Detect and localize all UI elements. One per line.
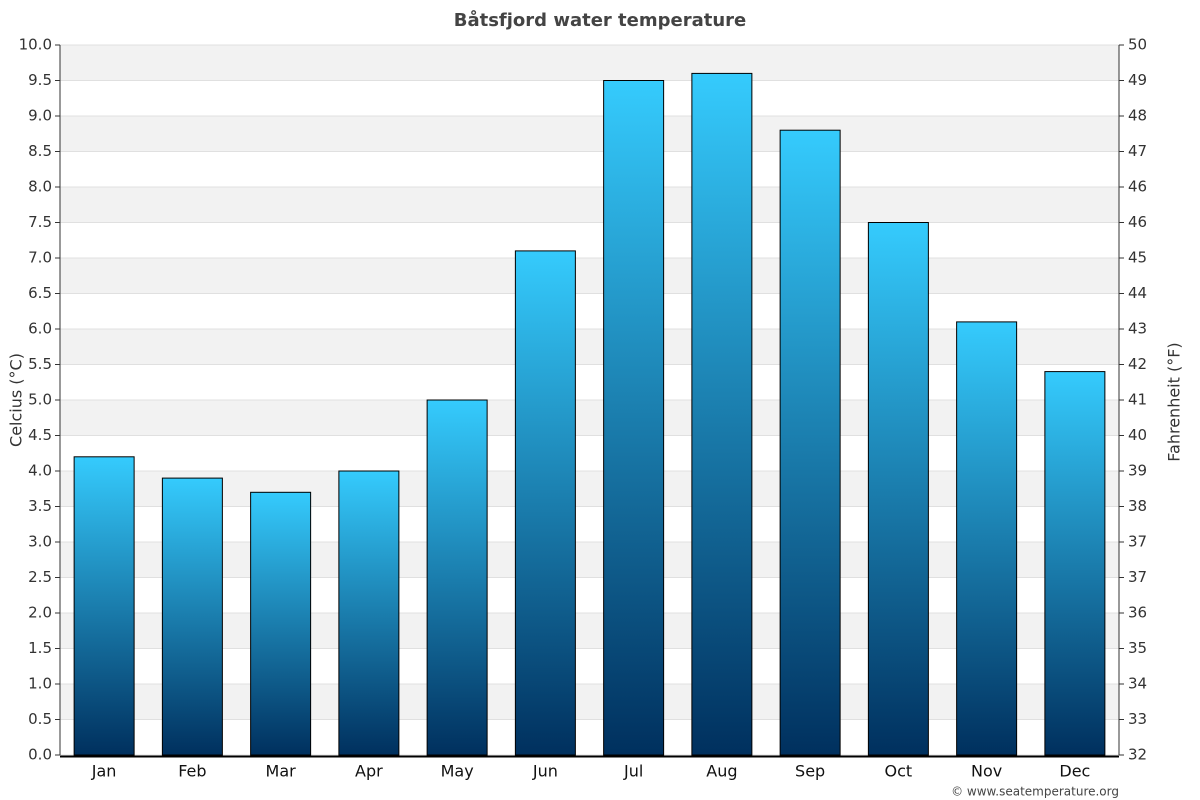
bar	[779, 129, 841, 756]
y-tick-label: 4.5	[28, 426, 52, 444]
grid-band	[60, 116, 1119, 152]
y-tick-label: 6.0	[28, 320, 52, 338]
y2-tick-label: 32	[1128, 746, 1147, 764]
y2-tick-label: 48	[1128, 107, 1147, 125]
x-tick-label: Dec	[1059, 762, 1090, 781]
y-tick-label: 0.0	[28, 746, 52, 764]
y2-tick-label: 44	[1128, 284, 1147, 302]
y-tick-label: 9.0	[28, 107, 52, 125]
footer: © www.seatemperature.org	[951, 785, 1119, 799]
y2-tick-label: 46	[1128, 178, 1147, 196]
grid-band	[60, 471, 1119, 507]
y-tick-label: 2.5	[28, 568, 52, 586]
bar	[956, 321, 1018, 756]
y2-tick-label: 49	[1128, 71, 1147, 89]
y-tick-label: 6.5	[28, 284, 52, 302]
x-tick-label: Oct	[885, 762, 913, 781]
x-tick-label: Jun	[532, 762, 558, 781]
y-tick-label: 7.0	[28, 249, 52, 267]
y2-tick-label: 33	[1128, 710, 1147, 728]
y-tick-label: 5.5	[28, 355, 52, 373]
y2-tick-label: 41	[1128, 391, 1147, 409]
bar	[603, 80, 665, 756]
y-tick-label: 3.5	[28, 497, 52, 515]
grid-band	[60, 613, 1119, 649]
bar	[161, 477, 223, 756]
y-tick-label: 10.0	[19, 36, 52, 54]
y2-tick-label: 47	[1128, 142, 1147, 160]
y2-tick-label: 37	[1128, 533, 1147, 551]
y-tick-label: 8.5	[28, 142, 52, 160]
y2-tick-label: 34	[1128, 675, 1147, 693]
bar	[867, 222, 929, 756]
x-tick-label: Apr	[355, 762, 383, 781]
bar	[73, 456, 135, 756]
x-tick-label: Aug	[706, 762, 737, 781]
y-tick-label: 2.0	[28, 604, 52, 622]
y-tick-label: 0.5	[28, 710, 52, 728]
grid-band	[60, 329, 1119, 365]
grid-band	[60, 542, 1119, 578]
y2-tick-label: 45	[1128, 249, 1147, 267]
y2-tick-label: 35	[1128, 639, 1147, 657]
bar	[1044, 371, 1106, 756]
bar	[691, 72, 753, 756]
x-tick-label: Jul	[623, 762, 643, 781]
y-tick-label: 7.5	[28, 213, 52, 231]
y2-tick-label: 37	[1128, 568, 1147, 586]
y-tick-label: 4.0	[28, 462, 52, 480]
x-tick-label: Jan	[91, 762, 117, 781]
y-axis-title: Celcius (°C)	[7, 353, 26, 447]
grid-band	[60, 187, 1119, 223]
y-tick-label: 5.0	[28, 391, 52, 409]
y-tick-label: 3.0	[28, 533, 52, 551]
y2-tick-label: 38	[1128, 497, 1147, 515]
y2-axis-title: Fahrenheit (°F)	[1165, 342, 1184, 461]
grid-band	[60, 45, 1119, 81]
bar	[250, 491, 312, 756]
x-tick-label: Sep	[795, 762, 825, 781]
y2-tick-label: 42	[1128, 355, 1147, 373]
x-tick-label: Feb	[178, 762, 206, 781]
y2-tick-label: 39	[1128, 462, 1147, 480]
x-tick-label: Nov	[971, 762, 1002, 781]
grid-band	[60, 400, 1119, 436]
y2-tick-label: 46	[1128, 213, 1147, 231]
y-tick-label: 1.0	[28, 675, 52, 693]
bar	[338, 470, 400, 756]
y2-tick-label: 36	[1128, 604, 1147, 622]
x-tick-label: Mar	[266, 762, 297, 781]
y-tick-label: 1.5	[28, 639, 52, 657]
y2-tick-label: 43	[1128, 320, 1147, 338]
x-tick-label: May	[441, 762, 474, 781]
y-tick-label: 9.5	[28, 71, 52, 89]
grid-band	[60, 258, 1119, 294]
bar	[514, 250, 576, 756]
bar	[426, 399, 488, 756]
y2-tick-label: 40	[1128, 426, 1147, 444]
y-tick-label: 8.0	[28, 178, 52, 196]
chart-title: Båtsfjord water temperature	[454, 9, 747, 31]
y2-tick-label: 50	[1128, 36, 1147, 54]
grid-band	[60, 684, 1119, 720]
